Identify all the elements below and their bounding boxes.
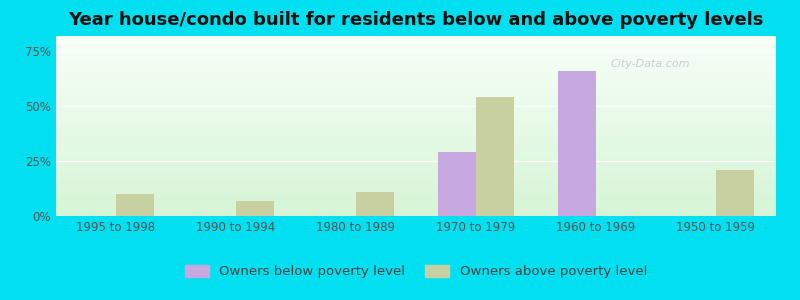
Bar bbox=[236, 201, 274, 216]
Bar bbox=[438, 152, 476, 216]
Bar bbox=[356, 192, 394, 216]
Text: City-Data.com: City-Data.com bbox=[610, 58, 690, 69]
Bar bbox=[476, 98, 514, 216]
Title: Year house/condo built for residents below and above poverty levels: Year house/condo built for residents bel… bbox=[68, 11, 764, 29]
Bar bbox=[116, 194, 154, 216]
Bar bbox=[558, 71, 596, 216]
Bar bbox=[716, 170, 754, 216]
Legend: Owners below poverty level, Owners above poverty level: Owners below poverty level, Owners above… bbox=[178, 258, 654, 285]
